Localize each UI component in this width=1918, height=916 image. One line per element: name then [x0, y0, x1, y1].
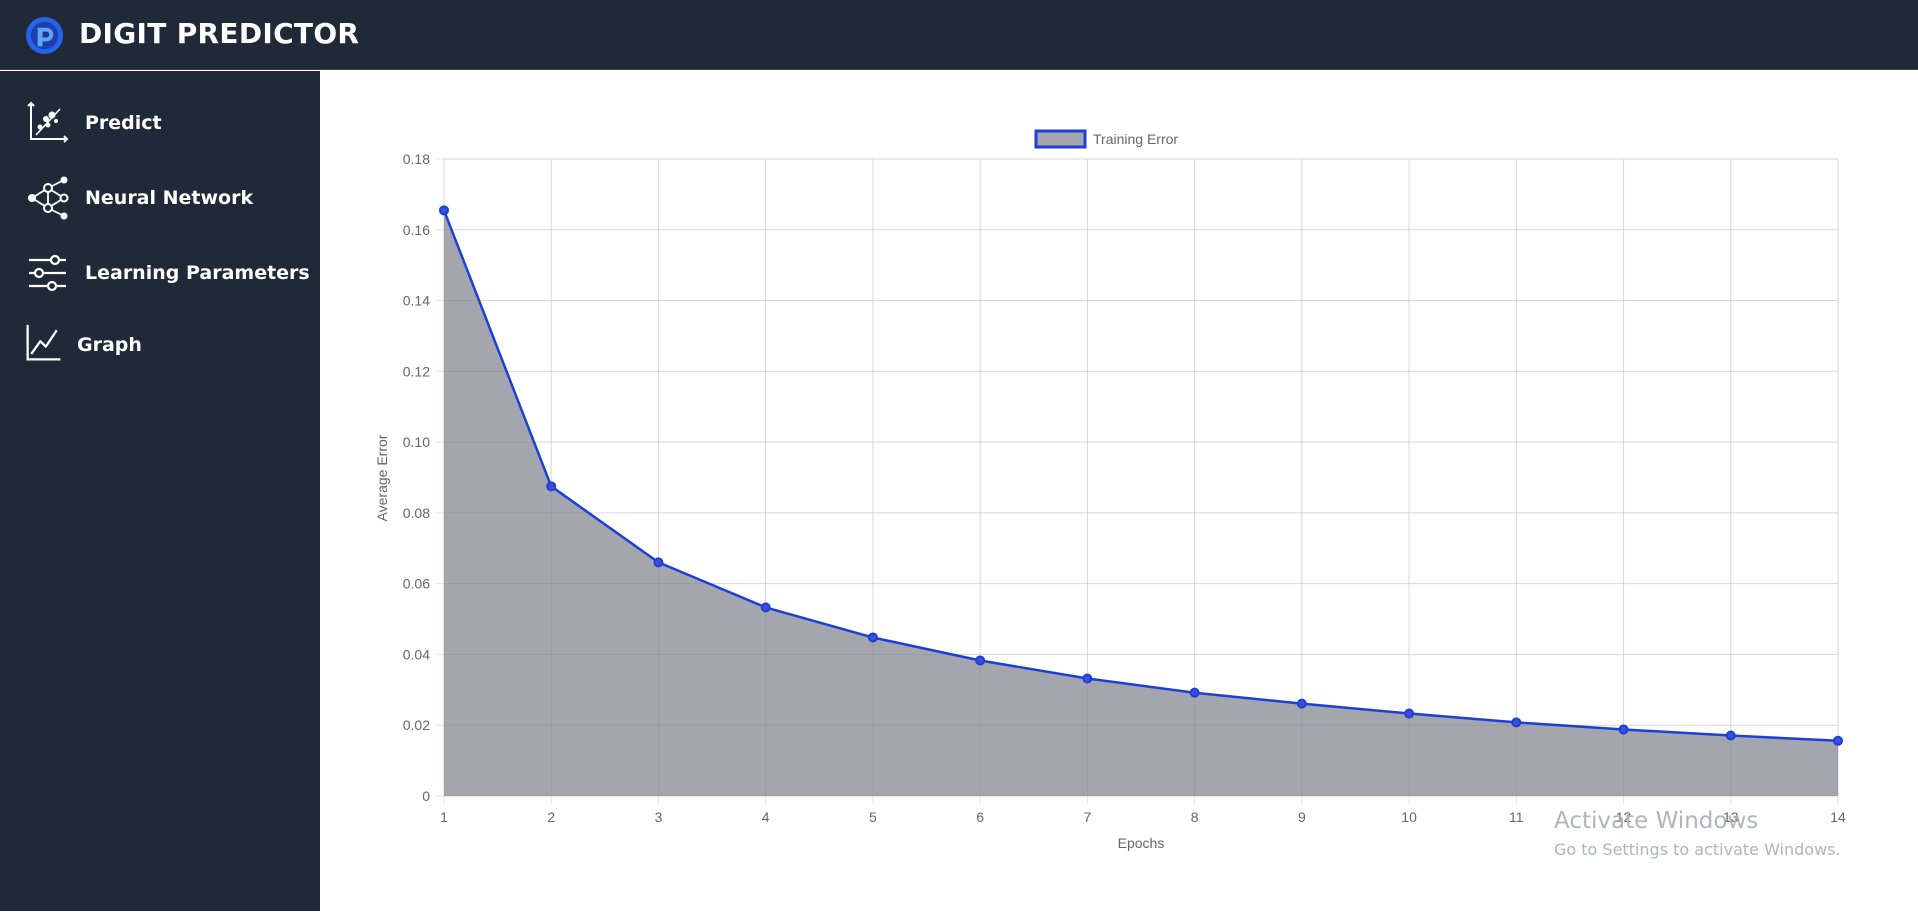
windows-activation-watermark: Activate Windows Go to Settings to activ… — [1554, 808, 1841, 859]
top-bar: DIGIT PREDICTOR — [0, 0, 1918, 70]
chart-points-layer — [439, 205, 1843, 746]
data-point[interactable] — [760, 602, 771, 613]
y-tick-label: 0.02 — [403, 717, 430, 733]
y-tick-label: 0.16 — [403, 222, 430, 238]
x-tick-label: 1 — [440, 809, 448, 825]
data-point[interactable] — [1725, 730, 1736, 741]
sidebar-item-graph[interactable]: Graph — [0, 323, 320, 383]
data-point[interactable] — [1618, 724, 1629, 735]
data-point[interactable] — [439, 205, 449, 216]
y-tick-label: 0.06 — [403, 576, 430, 592]
main-content: Training Error 0 0.02 0.04 0.06 0.08 0.10 0.12… — [320, 71, 1918, 911]
data-point[interactable] — [1404, 708, 1415, 719]
data-point[interactable] — [1511, 717, 1522, 728]
x-tick-label: 2 — [547, 809, 555, 825]
x-tick-label: 12 — [1616, 809, 1632, 825]
watermark-subtitle: Go to Settings to activate Windows. — [1554, 840, 1841, 859]
series-area-fill — [444, 210, 1838, 797]
y-tick-label: 0.08 — [403, 505, 430, 521]
predict-scatter-icon — [27, 101, 69, 143]
data-point[interactable] — [653, 557, 664, 568]
neural-network-icon — [28, 176, 69, 220]
data-point[interactable] — [975, 655, 986, 666]
app-logo-icon — [25, 16, 64, 55]
y-axis-label: Average Error — [374, 434, 390, 521]
x-axis-ticks: 1 2 3 4 5 6 7 8 9 10 11 12 13 14 — [440, 809, 1846, 825]
x-axis-label: Epochs — [1118, 835, 1165, 851]
legend-label: Training Error — [1093, 131, 1178, 147]
sidebar-item-label: Learning Parameters — [85, 262, 310, 284]
data-point[interactable] — [1833, 735, 1843, 746]
sidebar-item-label: Graph — [77, 334, 142, 356]
series-line — [442, 209, 1839, 743]
x-tick-label: 13 — [1723, 809, 1739, 825]
watermark-title: Activate Windows — [1554, 808, 1759, 834]
data-point[interactable] — [1296, 698, 1307, 709]
data-point[interactable] — [867, 632, 878, 643]
legend-swatch — [1034, 129, 1087, 149]
x-tick-label: 7 — [1083, 809, 1091, 825]
sidebar-item-neural-network[interactable]: Neural Network — [0, 176, 320, 236]
y-tick-label: 0.12 — [403, 363, 430, 379]
line-graph-icon — [26, 324, 61, 361]
y-tick-label: 0.18 — [403, 151, 430, 167]
data-point[interactable] — [546, 481, 557, 492]
sliders-icon — [29, 254, 66, 292]
x-tick-label: 10 — [1401, 809, 1417, 825]
sidebar: Predict Neural Network — [0, 71, 320, 911]
y-axis-ticks: 0 0.02 0.04 0.06 0.08 0.10 0.12 0.14 0.16 0.18 — [403, 151, 430, 804]
x-tick-label: 3 — [655, 809, 663, 825]
y-tick-label: 0.04 — [403, 646, 430, 662]
sidebar-item-learning-parameters[interactable]: Learning Parameters — [0, 251, 320, 311]
y-tick-label: 0 — [422, 788, 430, 804]
data-point[interactable] — [1189, 687, 1200, 698]
y-tick-label: 0.14 — [403, 293, 430, 309]
y-tick-label: 0.10 — [403, 434, 430, 450]
data-point[interactable] — [1082, 673, 1093, 684]
x-tick-label: 9 — [1298, 809, 1306, 825]
app-title: DIGIT PREDICTOR — [79, 17, 360, 50]
sidebar-item-label: Neural Network — [85, 187, 254, 209]
x-tick-label: 4 — [762, 809, 770, 825]
x-tick-label: 5 — [869, 809, 877, 825]
x-tick-label: 6 — [976, 809, 984, 825]
x-tick-label: 11 — [1509, 809, 1524, 825]
chart-legend[interactable]: Training Error — [1034, 129, 1178, 149]
sidebar-item-label: Predict — [85, 112, 162, 134]
x-tick-label: 14 — [1830, 809, 1846, 825]
chart-area-layer — [442, 158, 1839, 797]
training-error-chart: Training Error 0 0.02 0.04 0.06 0.08 0.10 0.12… — [374, 129, 1846, 851]
x-tick-label: 8 — [1191, 809, 1199, 825]
sidebar-item-predict[interactable]: Predict — [0, 101, 320, 161]
